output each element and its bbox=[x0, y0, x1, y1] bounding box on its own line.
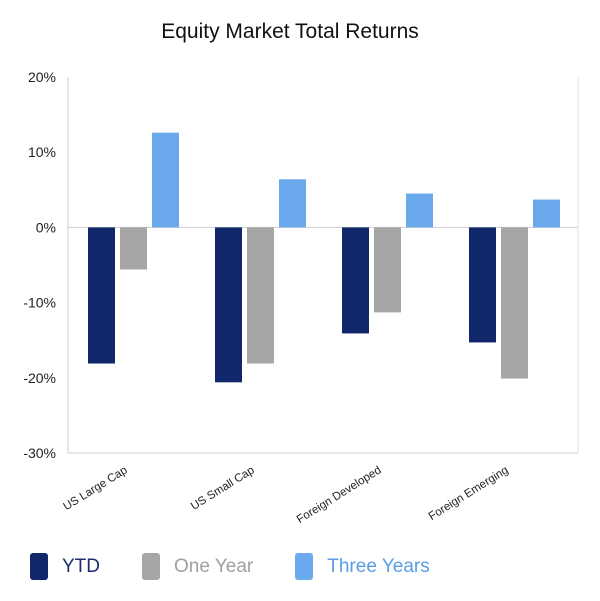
bar-ytd bbox=[342, 227, 369, 334]
y-tick-label: 20% bbox=[28, 69, 56, 85]
legend-item: One Year bbox=[142, 553, 253, 580]
legend-swatch bbox=[142, 553, 160, 580]
legend-label: Three Years bbox=[327, 555, 430, 577]
bar-three-years bbox=[533, 199, 560, 228]
bar-three-years bbox=[279, 179, 306, 228]
legend-swatch bbox=[295, 553, 314, 580]
y-tick-label: -10% bbox=[23, 295, 56, 311]
x-tick-label: Foreign Emerging bbox=[427, 464, 511, 523]
x-tick-label: Foreign Developed bbox=[295, 464, 384, 526]
bar-ytd bbox=[215, 227, 242, 383]
y-tick-label: 0% bbox=[36, 219, 56, 235]
bar-one-year bbox=[501, 227, 528, 379]
bar-three-years bbox=[406, 193, 433, 228]
legend-swatch bbox=[30, 553, 48, 580]
chart-title: Equity Market Total Returns bbox=[161, 20, 419, 43]
y-tick-label: -30% bbox=[23, 445, 56, 461]
legend-label: One Year bbox=[174, 555, 254, 577]
y-tick-label: -20% bbox=[23, 370, 56, 386]
bar-one-year bbox=[374, 227, 401, 313]
bar-ytd bbox=[469, 227, 496, 343]
legend-item: Three Years bbox=[295, 553, 430, 580]
bars bbox=[88, 132, 560, 383]
bar-one-year bbox=[120, 227, 147, 270]
y-tick-label: 10% bbox=[28, 144, 56, 160]
bar-ytd bbox=[88, 227, 115, 364]
legend: YTD One Year Three Years bbox=[30, 553, 472, 580]
legend-label: YTD bbox=[62, 555, 100, 577]
x-tick-label: US Large Cap bbox=[61, 464, 129, 513]
bar-chart: Equity Market Total Returns 20% 10% 0% -10%… bbox=[23, 20, 579, 526]
bar-three-years bbox=[152, 132, 179, 228]
x-tick-label: US Small Cap bbox=[189, 464, 257, 512]
legend-item: YTD bbox=[30, 553, 100, 580]
bar-one-year bbox=[247, 227, 274, 364]
